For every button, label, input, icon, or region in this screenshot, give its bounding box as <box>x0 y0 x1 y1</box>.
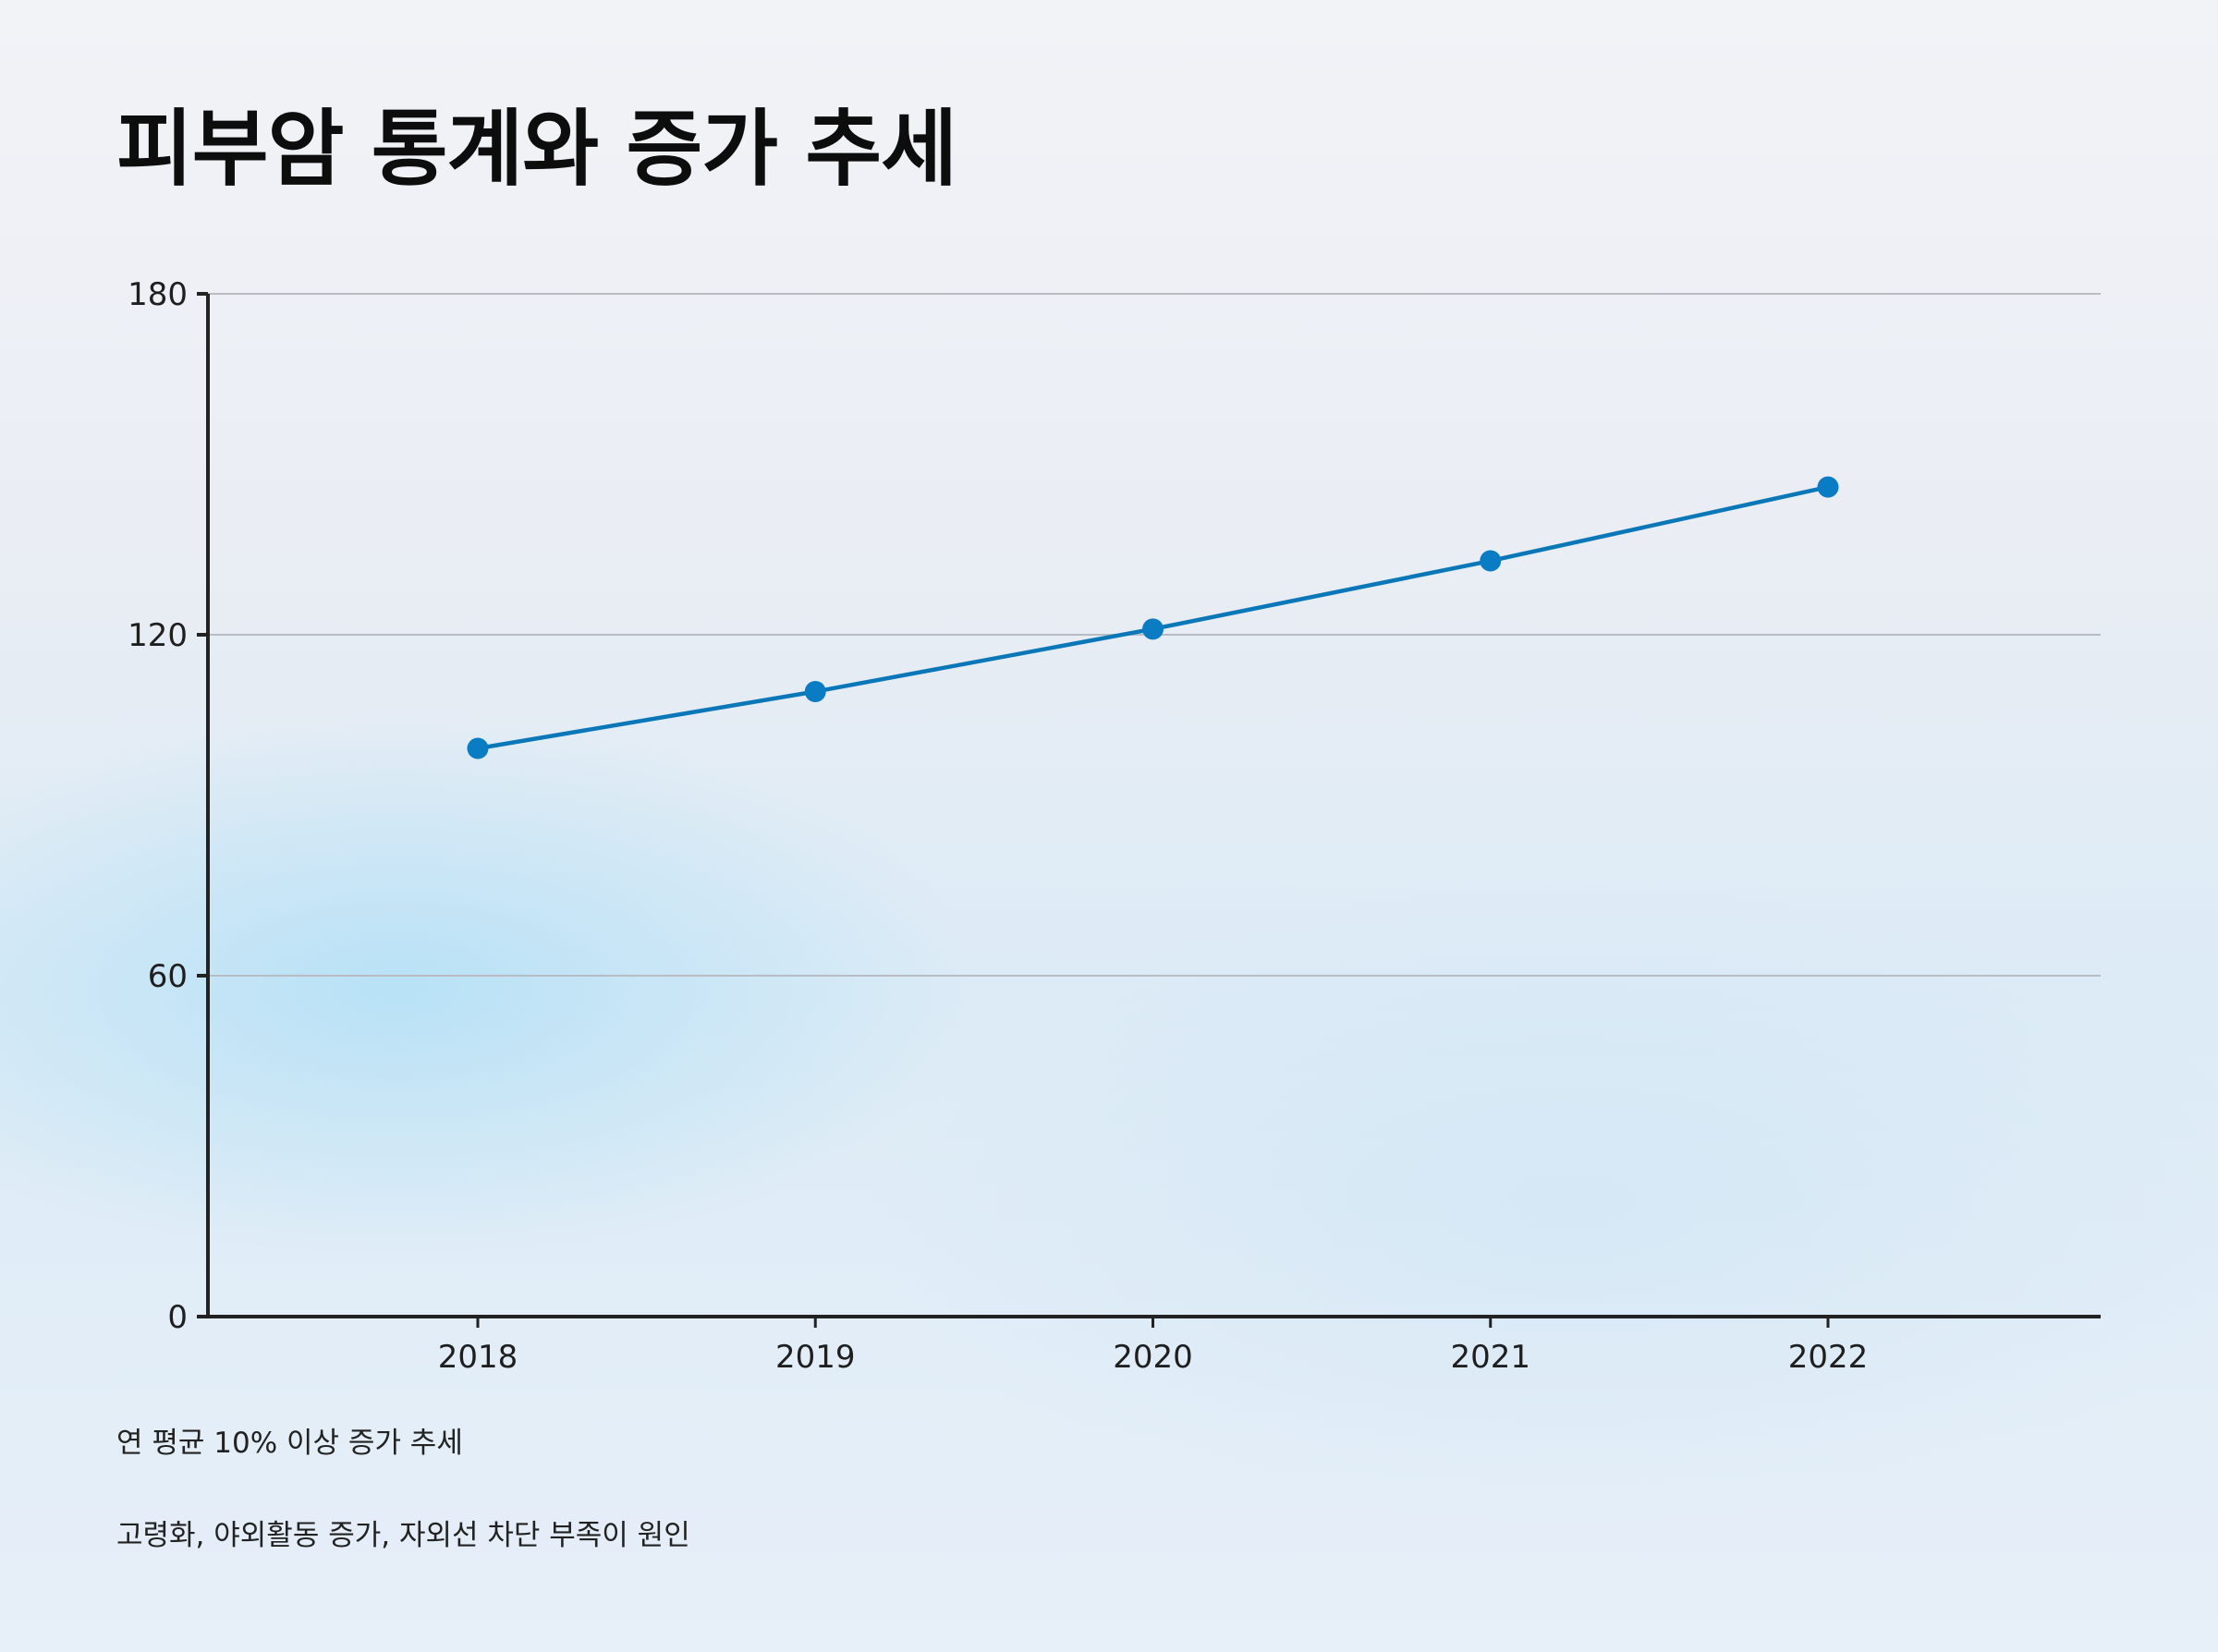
x-tick-label: 2021 <box>1450 1339 1530 1376</box>
y-tick-label: 60 <box>148 958 188 995</box>
note-annual-growth: 연 평균 10% 이상 증가 추세 <box>116 1427 463 1460</box>
x-tick-label: 2019 <box>775 1339 856 1376</box>
data-point <box>467 737 489 759</box>
data-point <box>1817 476 1839 498</box>
x-tick-label: 2018 <box>438 1339 518 1376</box>
axes <box>206 294 2101 1318</box>
y-tick-label: 120 <box>128 617 188 654</box>
y-tick-label: 180 <box>128 276 188 313</box>
y-tick-label: 0 <box>167 1299 188 1336</box>
series-line <box>477 484 1829 751</box>
data-point <box>804 681 826 702</box>
note-causes: 고령화, 야외활동 증가, 자외선 차단 부족이 원인 <box>116 1519 690 1552</box>
series <box>467 476 1839 759</box>
y-axis-ticks: 0 60 120 180 <box>128 276 208 1336</box>
line-chart: 0 60 120 180 2018 2019 2020 2021 2022 <box>128 276 2101 1376</box>
data-point <box>1142 618 1164 640</box>
x-axis-ticks: 2018 2019 2020 2021 2022 <box>438 1317 1869 1376</box>
data-point <box>1480 550 1502 572</box>
slide-title: 피부암 통계와 증가 추세 <box>116 101 957 198</box>
x-tick-label: 2020 <box>1113 1339 1193 1376</box>
x-tick-label: 2022 <box>1788 1339 1869 1376</box>
